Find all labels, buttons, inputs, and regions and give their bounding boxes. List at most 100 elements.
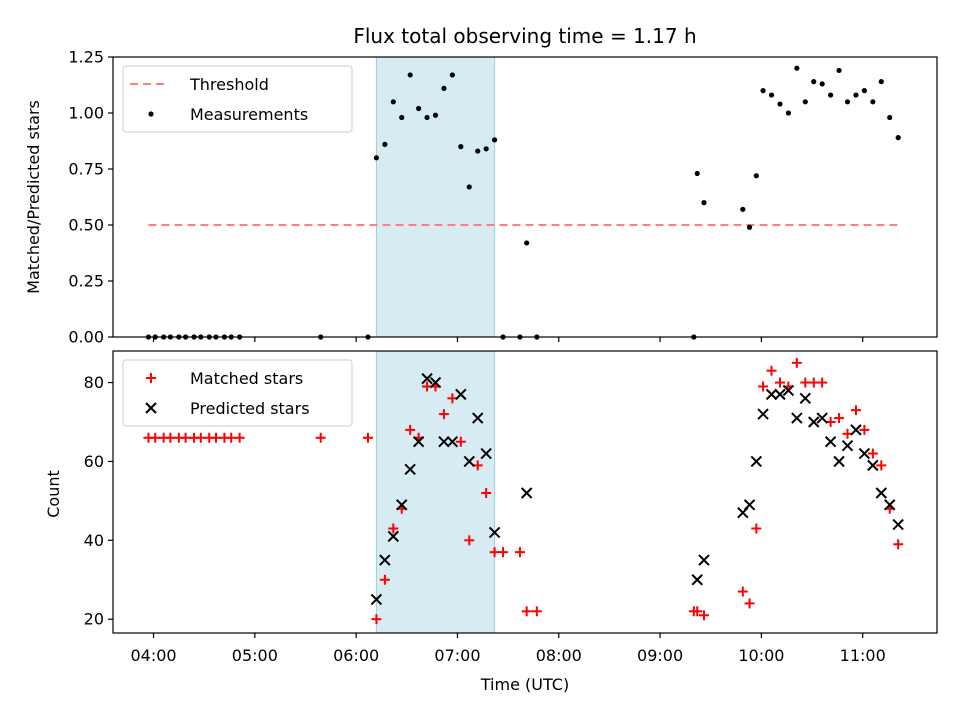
bottom-series-predicted-stars: [370, 372, 904, 606]
matched-star-point: [165, 432, 176, 443]
predicted-star-point: [396, 499, 408, 511]
matched-star-point: [800, 377, 811, 388]
top-y-tick-label: 0.50: [68, 216, 104, 235]
matched-star-point: [808, 377, 819, 388]
matched-star-point: [464, 535, 475, 546]
matched-star-point: [521, 606, 532, 617]
chart-title: Flux total observing time = 1.17 h: [353, 24, 696, 48]
bottom-y-tick-label: 60: [84, 452, 104, 471]
measurement-point: [753, 173, 759, 179]
bottom-legend: Matched stars Predicted stars: [122, 359, 353, 427]
matched-star-point: [405, 424, 416, 435]
predicted-star-point: [446, 436, 459, 448]
measurement-point: [449, 72, 455, 78]
x-marker-b: [799, 392, 812, 405]
measurement-point: [441, 85, 447, 91]
x-marker-b: [472, 412, 484, 424]
measurement-point: [802, 99, 808, 105]
measurement-point: [416, 105, 422, 112]
predicted-star-point: [429, 376, 442, 389]
x-tick-label: 05:00: [232, 646, 278, 665]
predicted-star-point: [698, 554, 710, 566]
matched-star-point: [362, 432, 373, 443]
measurement-point: [878, 79, 884, 85]
measurement-point: [424, 114, 430, 121]
x-tick-label: 07:00: [434, 646, 480, 665]
predicted-star-point: [520, 487, 533, 499]
matched-star-point: [226, 432, 237, 443]
x-marker-b: [892, 518, 904, 531]
bottom-y-axis-label: Count: [44, 470, 63, 518]
matched-star-point: [514, 547, 525, 558]
predicted-star-point: [884, 499, 896, 511]
top-legend: Threshold Measurements: [122, 65, 353, 133]
x-marker-b: [850, 424, 862, 436]
x-marker-b: [750, 455, 763, 468]
measurement-point: [701, 200, 707, 206]
x-marker-b: [774, 388, 786, 401]
predicted-star-point: [412, 436, 425, 448]
matched-star-point: [489, 547, 500, 558]
measurement-point: [828, 92, 834, 98]
top-panel: 0.00 0.25 0.50 0.75 1.00 1.25 Threshold Measure…: [68, 48, 938, 347]
measurement-point: [407, 72, 413, 78]
x-axis-label: Time (UTC): [480, 675, 569, 694]
predicted-star-point: [750, 455, 763, 468]
predicted-star-point: [421, 372, 433, 385]
matched-star-point: [150, 432, 161, 443]
x-marker-b: [884, 499, 896, 511]
x-marker-b: [387, 530, 400, 543]
x-marker-b: [875, 487, 887, 499]
predicted-star-point: [824, 436, 837, 448]
bottom-shaded-span: [375, 350, 496, 634]
x-marker-b: [463, 455, 475, 468]
matched-star-point: [698, 610, 709, 621]
measurement-point: [861, 88, 867, 94]
matched-star-point: [438, 409, 449, 420]
measurement-point: [844, 99, 851, 105]
predicted-star-point: [379, 554, 391, 566]
x-marker-b: [757, 408, 769, 420]
bottom-y-tick-label: 80: [84, 373, 104, 392]
x-marker-b: [808, 416, 820, 428]
predicted-star-point: [438, 436, 450, 448]
x-marker-b: [412, 436, 425, 448]
predicted-star-point: [743, 499, 756, 511]
matched-star-point: [817, 377, 828, 388]
x-marker-b: [455, 388, 467, 401]
matched-star-point: [744, 598, 755, 609]
matched-star-point: [379, 574, 390, 585]
measurement-point: [895, 135, 901, 141]
measurement-point: [432, 112, 439, 118]
predicted-star-point: [858, 447, 871, 460]
x-marker-b: [421, 372, 433, 385]
predicted-star-point: [791, 412, 803, 424]
bottom-legend-box: [122, 359, 353, 427]
measurement-point: [458, 144, 464, 150]
measurement-point: [492, 137, 498, 143]
matched-star-point: [751, 523, 762, 534]
predicted-star-point: [387, 530, 400, 543]
matched-star-point: [850, 405, 861, 416]
measurement-point: [746, 224, 753, 230]
matched-star-point: [758, 381, 769, 392]
top-y-tick-label: 0.00: [68, 328, 104, 347]
predicted-star-point: [480, 447, 492, 460]
matched-star-point: [234, 432, 245, 443]
matched-star-point: [859, 424, 870, 435]
matched-star-point: [455, 436, 466, 447]
top-shaded-span: [375, 56, 496, 338]
legend-entry-label: Threshold: [189, 75, 269, 94]
x-marker-b: [691, 574, 703, 586]
predicted-star-point: [808, 416, 820, 428]
predicted-star-point: [404, 463, 416, 476]
x-marker-b: [379, 554, 391, 566]
legend-entry-label: Matched stars: [190, 369, 303, 388]
x-marker-b: [824, 436, 837, 448]
matched-star-point: [834, 413, 845, 424]
matched-star-point: [371, 614, 382, 625]
top-series-measurements: [145, 65, 901, 340]
top-legend-box: [122, 65, 353, 133]
matched-star-point: [498, 547, 509, 558]
